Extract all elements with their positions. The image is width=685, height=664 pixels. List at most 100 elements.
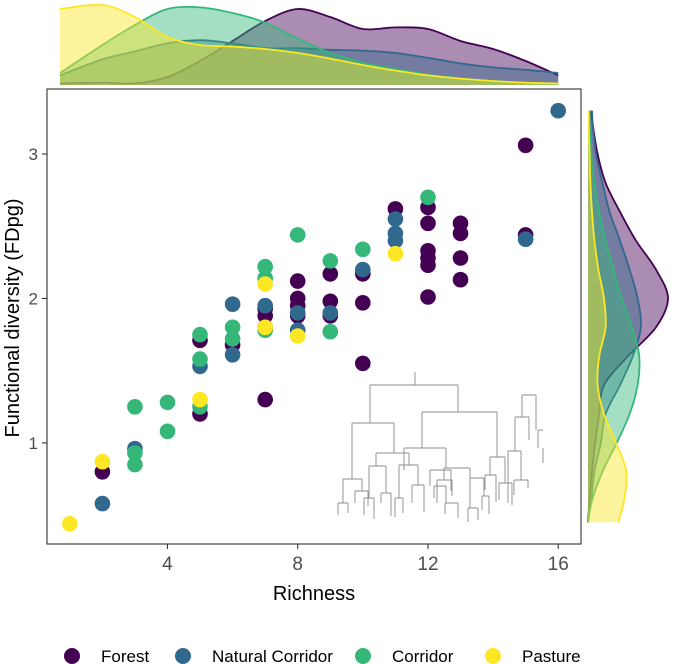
top-density-fill-corridor <box>60 6 559 85</box>
x-tick-label: 8 <box>292 554 303 575</box>
top-density-line-natural-corridor <box>59 39 559 77</box>
legend: Forest Natural Corridor Corridor Pasture <box>64 647 581 664</box>
point-corridor <box>127 399 143 415</box>
point-corridor <box>224 319 241 336</box>
point-corridor <box>159 423 176 440</box>
legend-key-forest <box>64 648 80 664</box>
right-density-fill-pasture <box>588 110 627 523</box>
dendrogram-branch <box>375 452 410 466</box>
point-corridor <box>224 331 241 347</box>
point-corridor <box>322 323 339 340</box>
point-corridor <box>355 241 371 258</box>
point-natural-corridor <box>289 305 306 321</box>
dendrogram-branch <box>443 467 471 480</box>
point-forest <box>289 273 306 289</box>
dendrogram-branch <box>354 490 369 506</box>
dendrogram-branch <box>436 479 453 503</box>
dendrogram-branch <box>484 474 497 502</box>
dendrogram-branch <box>537 429 544 463</box>
right-density-line-corridor <box>587 110 641 523</box>
top-marginal-density <box>59 3 559 86</box>
point-natural-corridor <box>550 102 566 119</box>
dendrogram-inset <box>337 372 544 522</box>
x-tick-label: 4 <box>162 554 173 575</box>
y-tick-label: 2 <box>29 289 38 308</box>
point-corridor <box>322 253 339 269</box>
point-corridor <box>257 258 274 275</box>
point-forest <box>289 290 306 307</box>
point-forest <box>257 391 274 408</box>
top-density-line-forest <box>59 8 559 85</box>
x-tick-label: 12 <box>417 554 438 575</box>
point-natural-corridor <box>355 261 371 278</box>
top-density-fill-natural-corridor <box>60 40 559 85</box>
point-pasture <box>387 245 404 262</box>
legend-key-natural-corridor <box>175 648 191 664</box>
y-axis-title: Functional diversity (FDpg) <box>2 199 24 438</box>
point-forest <box>322 266 339 282</box>
dendrogram-branch <box>513 479 529 495</box>
point-natural-corridor <box>224 347 241 363</box>
point-forest <box>517 137 534 154</box>
dendrogram-branch <box>421 411 498 457</box>
point-natural-corridor <box>322 305 339 321</box>
point-corridor <box>192 351 208 367</box>
point-natural-corridor <box>517 231 534 247</box>
dendrogram-branch <box>521 394 537 430</box>
point-pasture <box>289 328 306 344</box>
legend-label-corridor: Corridor <box>392 647 454 664</box>
dendrogram-branch <box>342 478 363 503</box>
dendrogram-branch <box>489 456 506 483</box>
legend-key-corridor <box>355 648 371 664</box>
right-density-line-forest <box>587 110 669 523</box>
right-density-line-natural-corridor <box>587 110 642 523</box>
dendrogram-branch <box>507 450 522 503</box>
dendrogram-branch <box>481 495 490 514</box>
point-corridor <box>289 227 306 243</box>
point-forest <box>420 243 436 259</box>
dendrogram-branch <box>444 502 459 518</box>
plot-panel <box>46 88 582 545</box>
point-pasture <box>62 516 78 532</box>
point-corridor <box>192 326 208 343</box>
dendrogram-branch <box>368 465 387 498</box>
point-corridor <box>127 445 143 461</box>
legend-key-pasture <box>485 648 501 664</box>
point-forest <box>452 215 469 232</box>
point-forest <box>355 295 371 311</box>
point-forest <box>355 355 371 372</box>
dendrogram-branch <box>351 422 395 479</box>
dendrogram-branch <box>337 502 349 515</box>
dendrogram-branch <box>363 497 375 519</box>
legend-label-pasture: Pasture <box>522 647 581 664</box>
dendrogram-branch <box>433 485 447 503</box>
dendrogram-branch <box>498 482 513 505</box>
dendrogram-branch <box>469 477 485 508</box>
point-forest <box>452 271 469 288</box>
dendrogram-branch <box>429 469 452 491</box>
x-axis: 4 8 12 16 <box>162 544 569 575</box>
x-tick-label: 16 <box>548 554 569 575</box>
point-natural-corridor <box>387 225 404 242</box>
point-forest <box>452 250 469 266</box>
scatter-points <box>62 102 566 532</box>
point-pasture <box>94 453 111 470</box>
point-corridor <box>159 394 176 411</box>
top-density-fill-pasture <box>60 4 559 86</box>
right-density-line-pasture <box>587 110 628 523</box>
dendrogram-branch <box>514 416 530 451</box>
point-natural-corridor <box>94 495 111 512</box>
point-forest <box>420 289 436 305</box>
dendrogram-branch <box>467 507 479 522</box>
point-natural-corridor <box>257 297 274 314</box>
point-natural-corridor <box>224 296 241 313</box>
legend-label-forest: Forest <box>101 647 149 664</box>
dendrogram-branch <box>369 372 459 423</box>
y-tick-label: 3 <box>29 145 38 164</box>
point-pasture <box>257 319 274 336</box>
dendrogram-branch <box>380 492 392 516</box>
x-axis-title: Richness <box>273 583 355 605</box>
point-forest <box>322 293 339 310</box>
point-corridor <box>127 456 143 473</box>
